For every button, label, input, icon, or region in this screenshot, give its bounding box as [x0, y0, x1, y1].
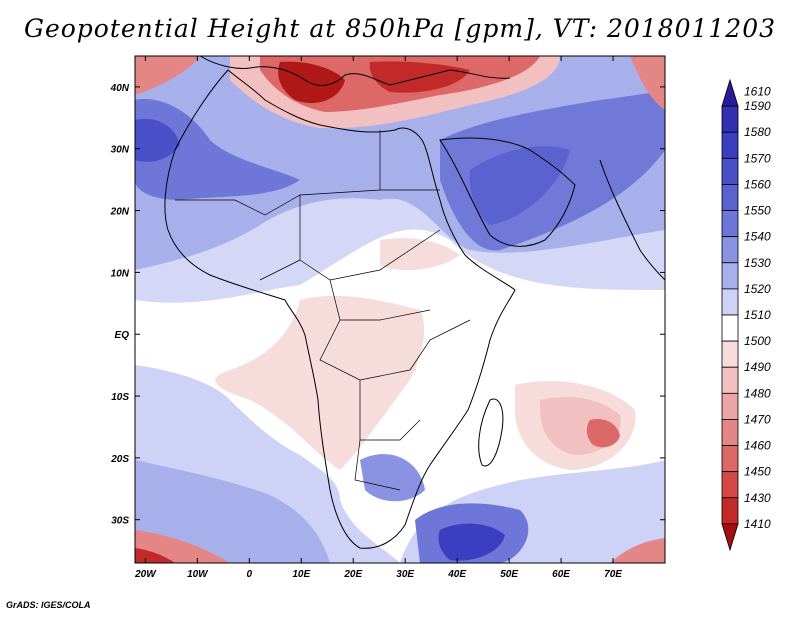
lon-tick-label: 20W [134, 569, 157, 580]
colorbar-swatch [721, 288, 739, 316]
lon-tick-label: 10W [187, 569, 209, 580]
colorbar-swatch [721, 105, 739, 133]
lon-tick-label: 20E [343, 569, 362, 580]
blue-zone-southern-ocean-core [438, 523, 505, 561]
colorbar-swatch [721, 471, 739, 499]
blue-zone-sahara [135, 99, 300, 200]
colorbar-label: 1590 [744, 99, 771, 113]
lon-tick-label: 0 [247, 569, 253, 580]
map-title: Geopotential Height at 850hPa [gpm], VT:… [23, 14, 777, 43]
colorbar-label: 1450 [744, 465, 771, 479]
lat-tick-label: 20N [110, 207, 130, 218]
colorbar-label: 1480 [744, 386, 771, 400]
blue-zone-west [135, 118, 180, 162]
plot-frame [134, 55, 666, 564]
india-coastline [599, 159, 665, 281]
lat-tick-label: 30S [111, 516, 129, 527]
colorbar-label: 1500 [744, 334, 771, 348]
grads-credit: GrADS: IGES/COLA [6, 600, 91, 610]
lat-tick-label: 40N [110, 83, 130, 94]
lon-tick-label: 60E [552, 569, 570, 580]
colorbar-swatch [721, 262, 739, 290]
europe-coastline [199, 56, 511, 86]
colorbar-arrow-bottom [721, 523, 739, 552]
colorbar-swatch [721, 131, 739, 159]
lon-tick-label: 30E [396, 569, 414, 580]
colorbar-swatch [721, 445, 739, 473]
colorbar-swatch [721, 366, 739, 394]
lat-tick-label: EQ [115, 330, 130, 341]
red-zone-mediterranean-core [278, 61, 345, 104]
longitude-axis: 20W 10W 0 10E 20E 30E 40E 50E 60E 70E [134, 56, 622, 580]
country-borders [175, 130, 471, 491]
colorbar-label: 1570 [744, 151, 771, 165]
colorbar-label: 1540 [744, 230, 771, 244]
colorbar-swatch [721, 392, 739, 420]
colorbar-label: 1460 [744, 439, 771, 453]
red-zone-northeast [630, 56, 665, 110]
colorbar-label: 1580 [744, 125, 771, 139]
lat-tick-label: 20S [110, 454, 129, 465]
lon-tick-label: 10E [292, 569, 310, 580]
height-field [135, 56, 665, 563]
colorbar-label: 1430 [744, 491, 771, 505]
colorbar-swatch [721, 184, 739, 211]
blue-zone-south-mid [135, 460, 330, 563]
lon-tick-label: 40E [447, 569, 466, 580]
colorbar-swatch [721, 157, 739, 185]
lon-tick-label: 70E [604, 569, 622, 580]
blue-zone-southafrica [360, 454, 425, 502]
colorbar-swatch [721, 497, 739, 525]
lat-tick-label: 10S [111, 392, 129, 403]
colorbar-label: 1560 [744, 177, 771, 191]
pink-zone-sahel [380, 238, 460, 271]
red-zone-northwest [135, 56, 200, 95]
colorbar-label: 1490 [744, 360, 771, 374]
colorbar-swatch [721, 419, 739, 446]
colorbar-arrow-top [721, 78, 739, 107]
colorbar-label: 1530 [744, 256, 771, 270]
lon-tick-label: 50E [500, 569, 518, 580]
colorbar-label: 1550 [744, 204, 771, 218]
arabian-coastline [439, 137, 576, 247]
pink-zone-indian-core [586, 418, 620, 448]
red-zone-southeast [610, 538, 665, 563]
africa-coastline [164, 69, 516, 549]
colorbar-swatch [721, 236, 739, 264]
colorbar-swatch [721, 210, 739, 238]
madagascar-coastline [478, 398, 504, 467]
colorbar-label: 1470 [744, 412, 771, 426]
pink-zone-central [215, 295, 425, 470]
lat-tick-label: 30N [111, 145, 130, 156]
colorbar-label: 1410 [744, 517, 771, 531]
lat-tick-label: 10N [111, 268, 130, 279]
colorbar-label: 1520 [744, 282, 771, 296]
latitude-axis: 40N 30N 20N 10N EQ 10S 20S 30S [110, 83, 665, 527]
colorbar-label: 1510 [744, 308, 771, 322]
colorbar-label: 1610 [744, 85, 771, 99]
blue-zone-arabia-core [469, 146, 570, 225]
colorbar-swatch [721, 340, 739, 368]
colorbar-swatch [721, 314, 739, 342]
